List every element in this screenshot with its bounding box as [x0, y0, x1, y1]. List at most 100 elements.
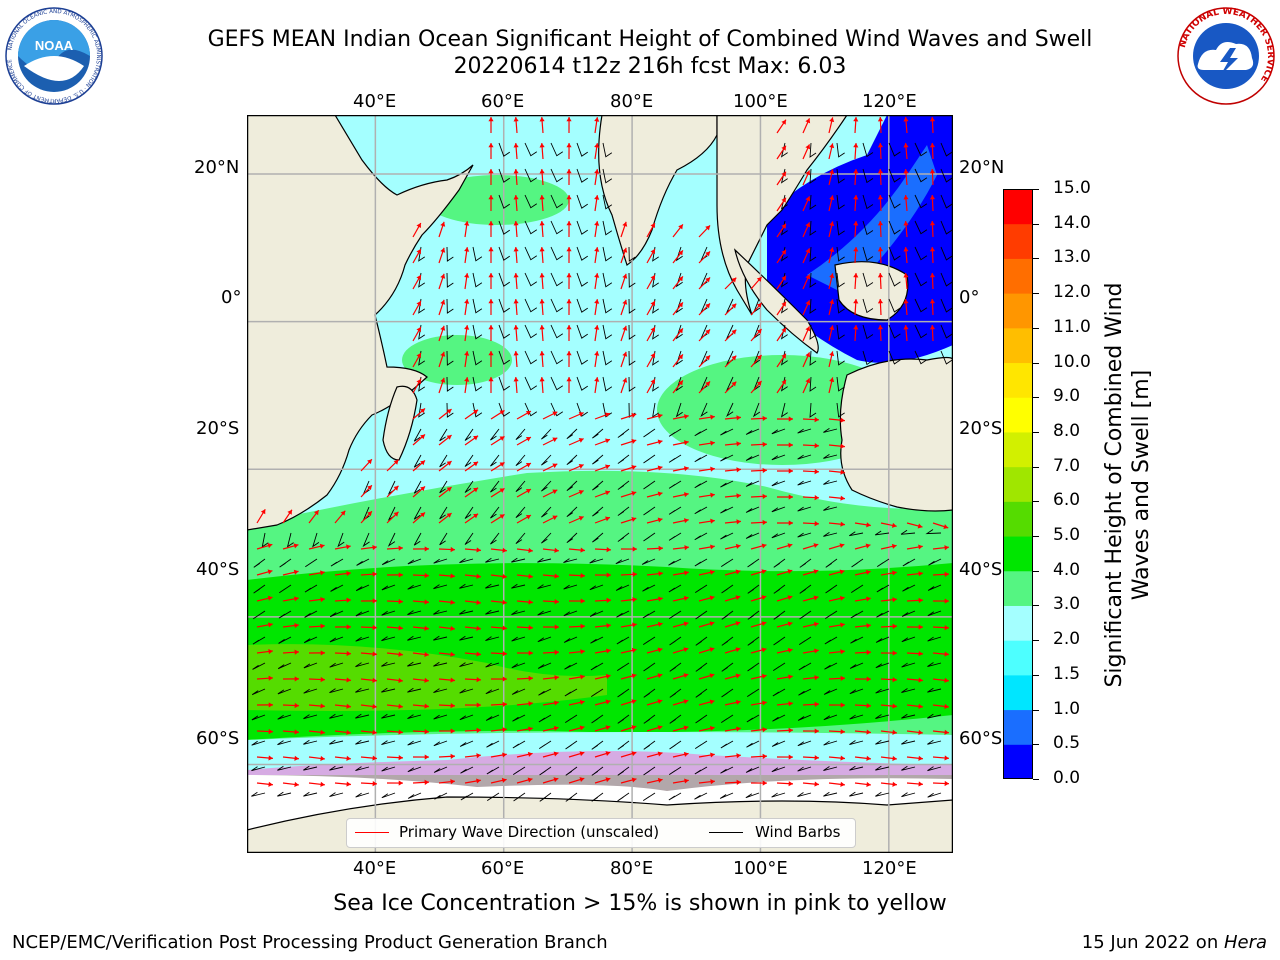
wave-direction-arrowhead — [476, 778, 481, 784]
wind-barb — [459, 688, 474, 694]
wind-barb — [524, 402, 538, 417]
wave-direction-arrowhead — [929, 325, 936, 330]
wind-barb — [355, 584, 370, 592]
wave-direction-arrowhead — [805, 378, 811, 384]
wave-direction-arrowhead — [476, 753, 481, 759]
wave-direction-arrowhead — [553, 777, 559, 783]
wave-direction-arrowhead — [372, 781, 377, 787]
wave-direction-arrowhead — [440, 299, 446, 305]
wind-barb — [809, 142, 817, 158]
wind-barb — [602, 246, 613, 262]
wave-direction-arrowhead — [813, 621, 819, 627]
colorbar-swatch — [1003, 605, 1033, 641]
wind-barb — [823, 428, 838, 433]
wave-direction-arrowhead — [579, 699, 585, 705]
wind-barb — [439, 480, 448, 494]
wave-direction-arrowhead — [839, 595, 845, 601]
wave-direction-arrowhead — [892, 729, 897, 735]
wave-direction-arrowhead — [566, 247, 572, 252]
wind-barb — [413, 506, 422, 520]
wind-barb — [641, 558, 656, 565]
colorbar-swatch — [1003, 362, 1033, 398]
wind-barb — [566, 480, 578, 492]
wave-direction-arrowhead — [553, 725, 559, 731]
wind-barb — [875, 688, 890, 694]
wave-direction-arrowhead — [918, 597, 923, 603]
colorbar-tick-mark — [1033, 327, 1039, 329]
wind-barb — [329, 636, 344, 643]
wind-barb — [303, 688, 318, 694]
wave-direction-arrowhead — [340, 510, 346, 516]
wave-direction-arrowhead — [814, 648, 819, 654]
wave-direction-arrowhead — [552, 411, 558, 417]
wave-direction-arrowhead — [631, 777, 637, 783]
wave-direction-arrowhead — [840, 649, 845, 655]
wave-direction-arrowhead — [735, 673, 741, 679]
wave-direction-arrowhead — [578, 489, 584, 495]
wind-barb — [797, 792, 812, 797]
wave-direction-arrowhead — [566, 169, 572, 174]
wind-barb — [642, 792, 656, 801]
wind-barb — [434, 792, 448, 800]
wave-direction-arrowhead — [684, 545, 689, 551]
wave-direction-arrowhead — [502, 727, 507, 733]
wave-direction-arrowhead — [657, 517, 663, 523]
wave-direction-arrowhead — [294, 596, 299, 602]
wave-direction-arrowhead — [513, 325, 519, 330]
wave-direction-arrowhead — [650, 301, 655, 307]
wave-direction-arrowhead — [762, 727, 767, 733]
wind-barb — [809, 220, 817, 236]
wave-direction-arrowhead — [829, 195, 835, 201]
wind-barb — [862, 272, 874, 288]
wave-direction-arrowhead — [622, 273, 628, 279]
wind-barb — [279, 558, 292, 568]
wave-direction-arrowhead — [631, 699, 637, 705]
colorbar-swatch — [1003, 744, 1033, 779]
wave-direction-arrowhead — [814, 701, 819, 707]
wave-direction-arrowhead — [710, 779, 715, 785]
wind-barb — [413, 428, 422, 442]
wave-direction-arrowhead — [499, 410, 505, 415]
wind-barb — [772, 714, 786, 722]
wave-direction-arrowhead — [501, 777, 507, 783]
wind-barb — [464, 506, 474, 519]
wind-barb — [700, 402, 708, 418]
wind-barb — [928, 558, 942, 566]
wind-barb — [675, 402, 683, 418]
wave-direction-arrowhead — [346, 677, 351, 683]
wave-direction-arrowhead — [398, 703, 403, 709]
wave-direction-arrowhead — [917, 523, 923, 529]
wave-direction-arrowhead — [678, 380, 683, 386]
wind-barb — [901, 792, 916, 798]
wind-barb — [927, 713, 942, 719]
wave-direction-arrowhead — [424, 546, 429, 552]
wave-direction-arrowhead — [464, 221, 470, 226]
wind-barb — [537, 557, 552, 563]
wind-barb — [592, 532, 604, 543]
wave-direction-arrowhead — [464, 273, 470, 278]
lat-tick-left: 20°S — [196, 418, 240, 439]
wind-barb — [615, 584, 630, 591]
wind-barb — [459, 583, 474, 589]
wind-barb — [643, 428, 656, 438]
wave-direction-arrowhead — [735, 569, 741, 575]
wave-direction-arrowhead — [865, 569, 871, 575]
wind-barb — [849, 765, 864, 771]
wave-direction-arrowhead — [840, 675, 845, 681]
wind-barb — [927, 766, 942, 772]
wave-direction-arrowhead — [944, 755, 949, 761]
wind-barb — [407, 584, 422, 590]
wind-barb — [498, 298, 511, 313]
wave-direction-arrowhead — [736, 753, 741, 759]
wind-barb — [515, 454, 526, 467]
wind-barb — [862, 220, 874, 236]
wave-direction-arrowhead — [709, 673, 715, 679]
wave-direction-arrowhead — [678, 302, 683, 308]
wave-direction-arrowhead — [513, 195, 519, 200]
wave-direction-arrowhead — [294, 781, 299, 787]
wind-barb — [433, 714, 448, 720]
wind-barb — [459, 635, 474, 641]
wave-direction-arrowhead — [594, 247, 600, 252]
wind-barb — [537, 636, 552, 643]
wind-barb — [721, 584, 734, 594]
